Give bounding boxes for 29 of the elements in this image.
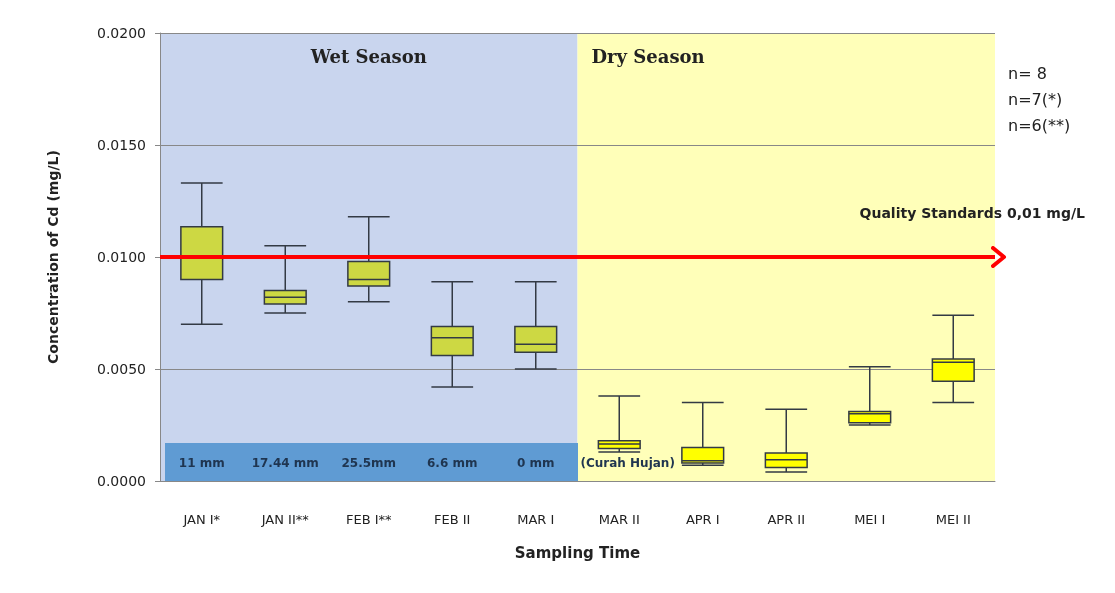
annotation: 25.5mm	[341, 456, 397, 470]
x-tick-label: APR II	[767, 512, 806, 527]
y-axis-title: Concentration of Cd (mg/L)	[45, 150, 61, 364]
text: n=6(**)	[1008, 116, 1071, 135]
x-tick-label: JAN II**	[260, 512, 310, 527]
x-tick-label: FEB II	[434, 512, 471, 527]
x-axis-title: Sampling Time	[514, 543, 641, 562]
y-tick-label: 0.0000	[97, 473, 146, 489]
annotation: (Curah Hujan)	[580, 456, 675, 470]
annotation: 0 mm	[516, 456, 555, 470]
x-tick-label: MEI II	[935, 512, 971, 527]
x-tick-label: MAR II	[598, 512, 640, 527]
x-tick-label: APR I	[685, 512, 720, 527]
y-tick-label: 0.0100	[97, 249, 146, 265]
y-tick-label: 0.0150	[97, 137, 146, 153]
y-tick-label: 0.0050	[97, 361, 146, 377]
band-label: Dry Season	[591, 45, 705, 67]
x-tick-label: FEB I**	[345, 512, 393, 527]
annotation: 6.6 mm	[427, 456, 478, 470]
x-tick-label: MEI I	[854, 512, 886, 527]
x-tick-label: JAN I*	[182, 512, 221, 527]
text: n= 8	[1008, 64, 1047, 83]
text: n=7(*)	[1008, 90, 1063, 109]
annotation: 17.44 mm	[251, 456, 319, 470]
y-tick-label: 0.0200	[97, 25, 146, 41]
band-label: Wet Season	[309, 45, 427, 67]
ref-line-label: Quality Standards 0,01 mg/L	[859, 205, 1085, 221]
annotation: 11 mm	[178, 456, 225, 470]
x-tick-label: MAR I	[517, 512, 555, 527]
